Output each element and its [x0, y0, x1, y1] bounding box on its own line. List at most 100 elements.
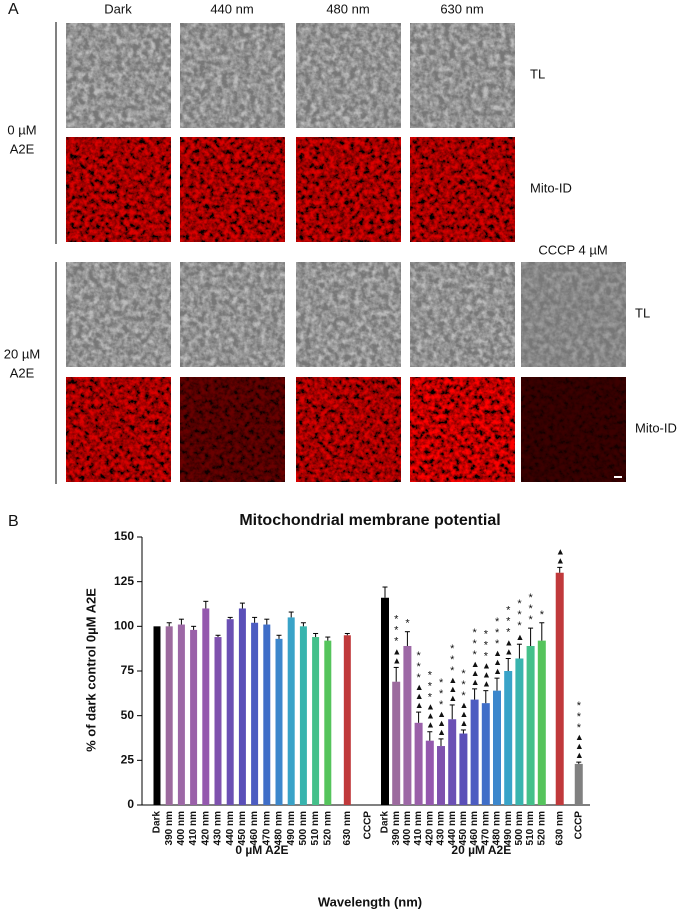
x-tick-label: 510 nm [310, 811, 321, 846]
x-tick-label: 400 nm [402, 811, 413, 846]
bar [493, 690, 501, 805]
significance-triangles: ▲▲▲ [493, 648, 503, 675]
bar [299, 626, 307, 805]
x-tick-label: Dark [380, 811, 391, 834]
bar [470, 699, 479, 805]
bar [504, 671, 513, 805]
bar [153, 626, 161, 805]
panel-label: B [8, 513, 19, 530]
significance-stars: *** [525, 592, 537, 625]
bar [177, 624, 185, 805]
row-label: 20 µM [4, 346, 40, 361]
bar [425, 740, 434, 805]
bar [392, 681, 401, 805]
bar [537, 640, 546, 805]
x-tick-label: 440 nm [447, 811, 458, 846]
significance-stars: *** [446, 643, 458, 676]
x-tick-label: 420 nm [200, 811, 211, 846]
x-tick-label: 480 nm [274, 811, 285, 846]
x-tick-label: 450 nm [237, 811, 248, 846]
x-tick-label: 490 nm [503, 811, 514, 846]
x-tick-label: CCCP [573, 811, 584, 840]
significance-triangles: ▲▲▲ [481, 661, 491, 688]
x-tick-label: 470 nm [480, 811, 491, 846]
group-label: 20 µM A2E [451, 843, 511, 857]
micrograph [66, 377, 171, 482]
row-label: A2E [10, 365, 35, 380]
significance-triangles: ▲▲▲ [437, 709, 447, 736]
column-header: 480 nm [326, 1, 369, 16]
x-tick-label: CCCP [363, 811, 374, 840]
x-tick-label: 430 nm [213, 811, 224, 846]
significance-triangles: ▲▲ [392, 646, 402, 664]
micrograph [410, 137, 515, 242]
x-tick-label: 520 nm [322, 811, 333, 846]
significance-triangles: ▲▲▲ [448, 675, 458, 702]
significance-stars: *** [413, 650, 425, 683]
bar [448, 719, 457, 805]
bar [275, 638, 283, 805]
bar [343, 635, 351, 805]
micrograph [180, 262, 285, 367]
bar [526, 645, 535, 805]
bar [515, 658, 524, 805]
x-tick-label: 500 nm [514, 811, 525, 846]
significance-triangles: ▲ [515, 632, 525, 641]
x-axis-title: Wavelength (nm) [318, 894, 422, 909]
group-label: 0 µM A2E [235, 843, 288, 857]
y-tick-label: 125 [114, 574, 134, 588]
x-tick-label: 420 nm [424, 811, 435, 846]
micrograph [296, 262, 401, 367]
x-tick-label: 630 nm [342, 811, 353, 846]
x-tick-label: 430 nm [436, 811, 447, 846]
bar [403, 645, 412, 805]
bar [238, 608, 246, 805]
micrograph [296, 23, 401, 128]
bar [437, 746, 445, 805]
micrograph [296, 377, 401, 482]
y-tick-label: 0 [127, 797, 134, 811]
scale-bar [614, 476, 622, 478]
significance-stars: * [536, 609, 548, 620]
x-tick-label: 440 nm [225, 811, 236, 846]
bar [287, 617, 295, 805]
significance-triangles: ▲▲▲ [425, 702, 435, 729]
significance-stars: *** [457, 668, 469, 701]
significance-stars: *** [480, 629, 492, 662]
x-tick-label: 460 nm [249, 811, 260, 846]
significance-triangles: ▲▲ [504, 637, 514, 655]
bar [381, 597, 389, 805]
y-tick-label: 25 [121, 753, 135, 767]
bar [190, 629, 198, 805]
significance-stars: *** [390, 613, 402, 646]
micrograph [66, 262, 171, 367]
significance-stars: *** [435, 677, 447, 710]
column-header: Dark [104, 1, 132, 16]
significance-stars: *** [513, 598, 525, 631]
x-tick-label: 410 nm [188, 811, 199, 846]
bar [165, 626, 173, 805]
channel-label: TL [530, 66, 545, 81]
x-tick-label: 400 nm [176, 811, 187, 846]
significance-triangles: ▲▲▲ [459, 700, 469, 727]
bar [312, 637, 320, 805]
x-tick-label: 470 nm [261, 811, 272, 846]
x-tick-label: 460 nm [469, 811, 480, 846]
x-tick-label: 510 nm [525, 811, 536, 846]
x-tick-label: 490 nm [286, 811, 297, 846]
significance-triangles: ▲▲▲ [470, 659, 480, 686]
y-axis-title: % of dark control 0µM A2E [83, 588, 98, 752]
chart-title: Mitochondrial membrane potential [239, 512, 500, 529]
micrograph [66, 23, 171, 128]
micrograph [410, 377, 515, 482]
micrograph [296, 137, 401, 242]
x-tick-label: 390 nm [164, 811, 175, 846]
x-tick-label: 410 nm [413, 811, 424, 846]
row-label: A2E [10, 141, 35, 156]
significance-stars: *** [469, 627, 481, 660]
micrograph [410, 23, 515, 128]
significance-stars: * [401, 618, 413, 629]
bar [555, 572, 564, 805]
panel-label: A [8, 1, 19, 18]
y-tick-label: 150 [114, 529, 134, 543]
